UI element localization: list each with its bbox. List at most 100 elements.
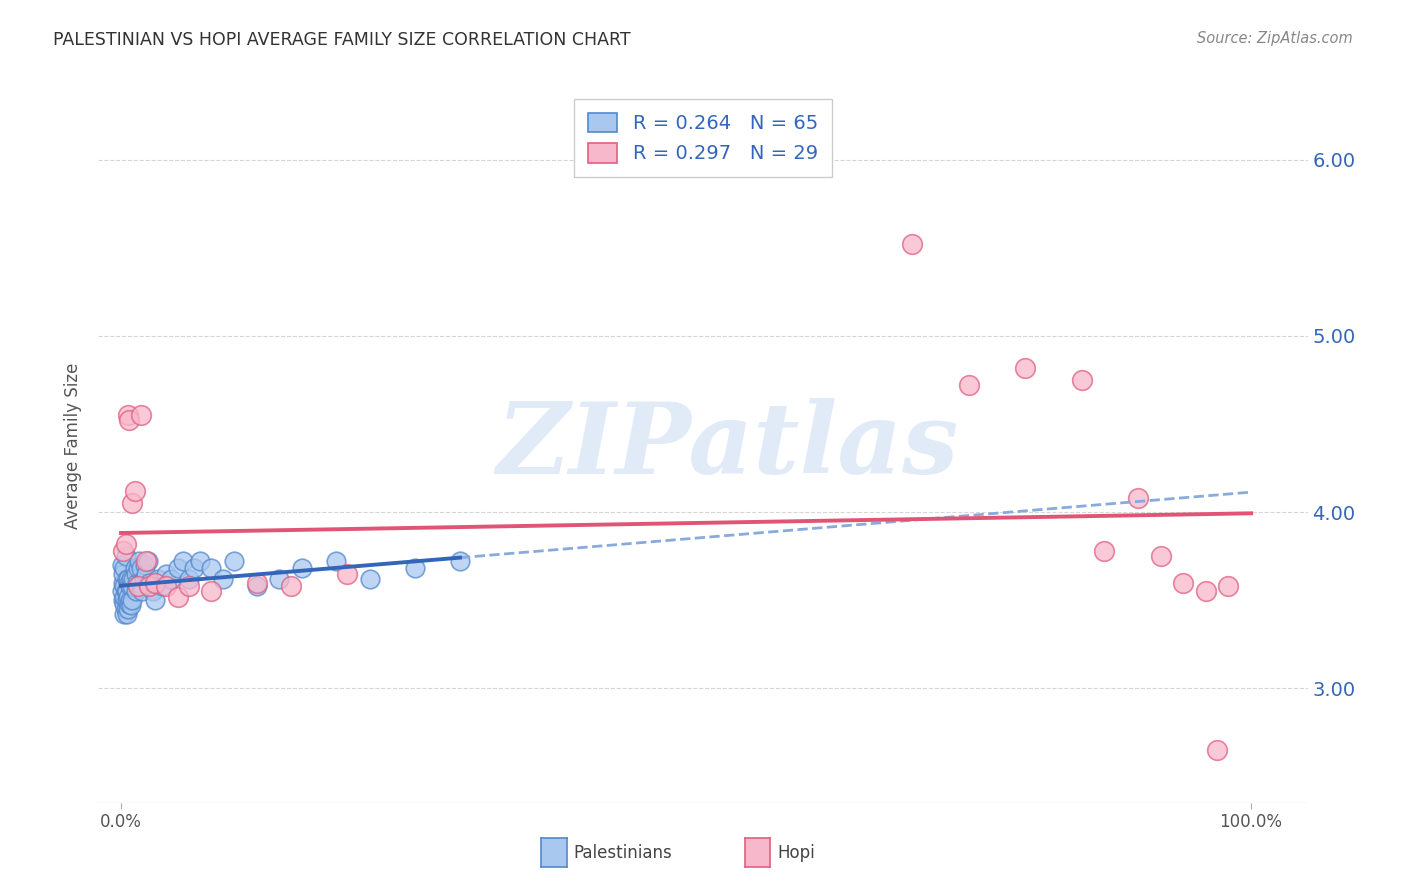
Point	[112, 597, 135, 611]
Point	[1218, 579, 1240, 593]
Point	[142, 584, 165, 599]
Point	[124, 561, 146, 575]
Point	[1173, 575, 1195, 590]
Point	[135, 554, 157, 568]
Point	[118, 413, 141, 427]
Point	[114, 549, 136, 563]
Point	[1092, 544, 1115, 558]
Point	[115, 584, 138, 599]
Point	[117, 590, 139, 604]
Point	[280, 579, 302, 593]
Point	[131, 561, 153, 575]
Point	[120, 572, 142, 586]
Point	[136, 554, 159, 568]
Point	[1150, 549, 1173, 563]
Point	[127, 579, 149, 593]
Point	[129, 575, 152, 590]
Point	[112, 544, 135, 558]
Point	[112, 607, 135, 622]
Point	[359, 572, 381, 586]
Point	[1195, 584, 1218, 599]
Point	[114, 584, 136, 599]
Point	[155, 566, 177, 581]
Point	[901, 237, 924, 252]
Point	[200, 561, 222, 575]
Point	[125, 575, 148, 590]
Point	[246, 575, 269, 590]
Point	[291, 561, 314, 575]
Point	[1206, 743, 1229, 757]
Point	[166, 561, 188, 575]
Point	[336, 566, 359, 581]
Point	[211, 572, 233, 586]
Point	[112, 566, 135, 581]
Point	[117, 602, 139, 616]
Point	[166, 590, 188, 604]
Point	[172, 554, 194, 568]
Point	[135, 566, 157, 581]
Point	[128, 554, 150, 568]
Point	[269, 572, 291, 586]
Point	[404, 561, 426, 575]
Point	[143, 575, 166, 590]
Point	[112, 579, 135, 593]
Point	[222, 554, 245, 568]
Point	[159, 572, 181, 586]
Point	[120, 593, 142, 607]
Legend: R = 0.264   N = 65, R = 0.297   N = 29: R = 0.264 N = 65, R = 0.297 N = 29	[575, 99, 831, 177]
Point	[177, 572, 200, 586]
Point	[132, 572, 155, 586]
Point	[138, 575, 160, 590]
Text: Hopi: Hopi	[778, 844, 815, 862]
Point	[125, 566, 148, 581]
Point	[122, 572, 145, 586]
Point	[111, 584, 134, 599]
Y-axis label: Average Family Size: Average Family Size	[63, 363, 82, 529]
Point	[138, 579, 160, 593]
Point	[131, 408, 153, 422]
Point	[134, 558, 156, 572]
Point	[183, 561, 205, 575]
Point	[1014, 360, 1036, 375]
Point	[114, 602, 136, 616]
Point	[112, 593, 135, 607]
Point	[139, 579, 162, 593]
Point	[957, 378, 980, 392]
Point	[150, 579, 173, 593]
Point	[115, 607, 138, 622]
Point	[111, 558, 134, 572]
Point	[124, 483, 146, 498]
Point	[1070, 373, 1092, 387]
Text: Palestinians: Palestinians	[574, 844, 672, 862]
Point	[1126, 491, 1149, 505]
Point	[112, 575, 135, 590]
Point	[449, 554, 471, 568]
Point	[121, 593, 143, 607]
Point	[120, 579, 142, 593]
Point	[112, 561, 135, 575]
Point	[188, 554, 211, 568]
Point	[125, 584, 148, 599]
Point	[121, 579, 143, 593]
Point	[118, 597, 141, 611]
Point	[127, 561, 149, 575]
Point	[246, 579, 269, 593]
Point	[131, 584, 153, 599]
Text: ZIPatlas: ZIPatlas	[496, 398, 959, 494]
Text: PALESTINIAN VS HOPI AVERAGE FAMILY SIZE CORRELATION CHART: PALESTINIAN VS HOPI AVERAGE FAMILY SIZE …	[53, 31, 631, 49]
Point	[143, 593, 166, 607]
Point	[155, 579, 177, 593]
Point	[148, 572, 170, 586]
Point	[114, 537, 136, 551]
Point	[177, 579, 200, 593]
Point	[325, 554, 347, 568]
Point	[118, 575, 141, 590]
Point	[117, 408, 139, 422]
Point	[115, 572, 138, 586]
Point	[115, 593, 138, 607]
Point	[112, 590, 135, 604]
Point	[117, 572, 139, 586]
Point	[120, 599, 142, 613]
Text: Source: ZipAtlas.com: Source: ZipAtlas.com	[1197, 31, 1353, 46]
Point	[200, 584, 222, 599]
